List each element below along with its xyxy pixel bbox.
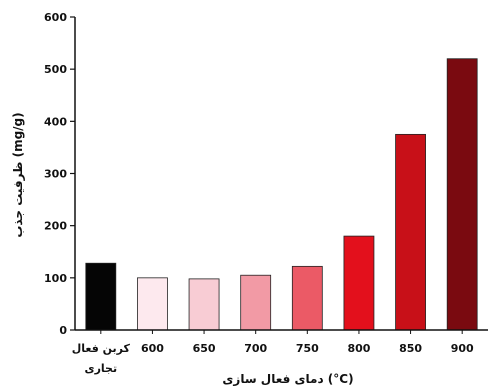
x-tick-label: تجاری bbox=[85, 362, 118, 375]
x-axis: کربن فعال تجاری 600 650 700 750 800 850 900 bbox=[72, 329, 488, 375]
y-axis-label: ظرفیت جذب (mg/g) bbox=[11, 112, 25, 237]
x-tick-label: کربن فعال bbox=[72, 342, 131, 355]
bar bbox=[291, 265, 323, 331]
y-tick-label: 300 bbox=[44, 168, 67, 181]
x-tick-label: 850 bbox=[399, 342, 422, 355]
y-tick-label: 100 bbox=[44, 272, 67, 285]
bar bbox=[343, 235, 375, 331]
x-tick-label: 600 bbox=[141, 342, 164, 355]
bar bbox=[395, 133, 426, 331]
x-tick-label: 750 bbox=[296, 342, 319, 355]
bar bbox=[85, 262, 117, 331]
x-tick-label: 800 bbox=[347, 342, 370, 355]
y-tick-label: 0 bbox=[59, 324, 67, 337]
y-tick-label: 600 bbox=[44, 11, 67, 24]
y-axis: 0 100 200 300 400 500 600 bbox=[44, 11, 76, 337]
x-tick-label: 650 bbox=[193, 342, 216, 355]
bar bbox=[137, 277, 168, 331]
y-tick-label: 400 bbox=[44, 115, 67, 128]
bar bbox=[446, 58, 478, 331]
x-tick-label: 900 bbox=[451, 342, 474, 355]
bar bbox=[240, 274, 272, 331]
y-tick-label: 500 bbox=[44, 63, 67, 76]
x-tick-label: 700 bbox=[244, 342, 267, 355]
bars bbox=[85, 58, 478, 331]
x-axis-label: دمای فعال سازی (°C) bbox=[222, 372, 353, 386]
bar bbox=[188, 278, 220, 331]
y-tick-label: 200 bbox=[44, 220, 67, 233]
